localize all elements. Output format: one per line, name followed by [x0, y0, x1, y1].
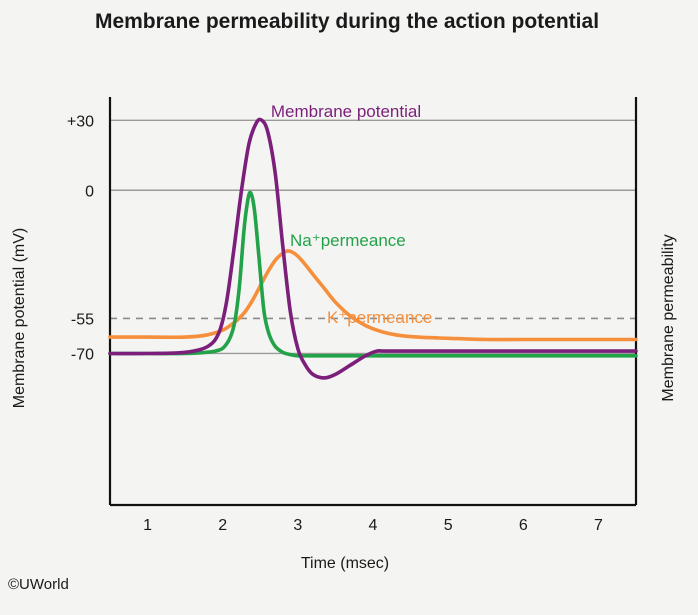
y-tick-labels: +30 0 -55 -70 — [67, 113, 94, 363]
x-tick-label: 4 — [369, 517, 378, 534]
x-tick-label: 3 — [293, 517, 302, 534]
x-tick-labels: 1 2 3 4 5 6 7 — [143, 517, 603, 534]
y-tick-label: -55 — [71, 311, 94, 328]
x-tick-label: 6 — [519, 517, 528, 534]
x-tick-label: 5 — [444, 517, 453, 534]
k-permeance-line — [108, 249, 638, 342]
na-permeance-label: Na⁺permeance — [290, 231, 406, 250]
membrane-potential-label: Membrane potential — [271, 102, 421, 121]
copyright-credit: ©UWorld — [8, 576, 69, 593]
na-permeance-line — [108, 190, 638, 358]
y2-axis-label: Membrane permeability — [660, 234, 677, 401]
x-tick-label: 2 — [218, 517, 227, 534]
y-axis-label: Membrane potential (mV) — [11, 228, 28, 409]
membrane-potential-line — [108, 117, 638, 380]
series-lines — [108, 117, 638, 380]
y-tick-label: 0 — [85, 183, 94, 200]
x-tick-label: 1 — [143, 517, 152, 534]
y-tick-label: -70 — [71, 346, 94, 363]
y-tick-label: +30 — [67, 113, 94, 130]
plot-frame — [108, 97, 638, 507]
k-permeance-label: K⁺permeance — [327, 308, 432, 327]
chart-title: Membrane permeability during the action … — [95, 10, 599, 33]
x-tick-label: 7 — [594, 517, 603, 534]
x-axis-label: Time (msec) — [301, 555, 389, 572]
